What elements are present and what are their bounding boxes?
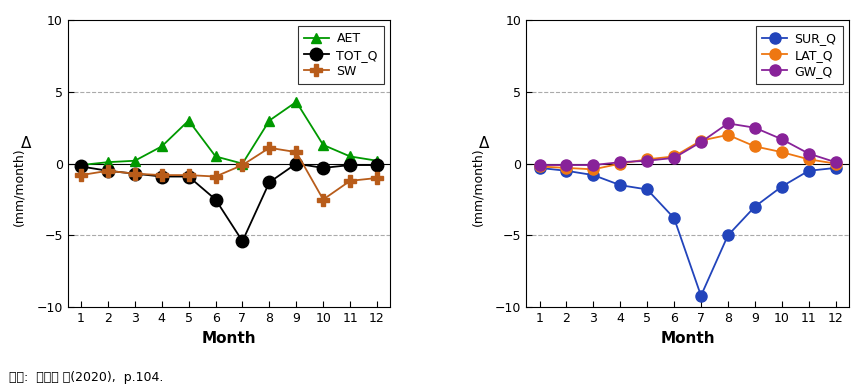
SW bbox=[103, 169, 113, 173]
LAT_Q bbox=[615, 161, 626, 166]
GW_Q bbox=[615, 160, 626, 165]
Y-axis label: (mm/month): (mm/month) bbox=[471, 147, 484, 226]
SW bbox=[264, 145, 275, 150]
LAT_Q bbox=[562, 165, 572, 170]
AET bbox=[318, 143, 328, 147]
SW bbox=[183, 173, 194, 178]
SUR_Q bbox=[534, 165, 544, 170]
SW bbox=[156, 173, 167, 178]
AET bbox=[345, 154, 355, 159]
GW_Q bbox=[777, 137, 787, 142]
AET bbox=[210, 154, 220, 159]
SUR_Q bbox=[642, 187, 652, 192]
LAT_Q bbox=[696, 138, 706, 143]
SUR_Q bbox=[722, 233, 733, 238]
SUR_Q bbox=[562, 169, 572, 173]
GW_Q bbox=[562, 163, 572, 167]
LAT_Q bbox=[830, 161, 841, 166]
Y-axis label: (mm/month): (mm/month) bbox=[13, 147, 26, 226]
SUR_Q bbox=[615, 183, 626, 187]
TOT_Q bbox=[318, 165, 328, 170]
Line: SUR_Q: SUR_Q bbox=[534, 162, 841, 301]
AET bbox=[130, 158, 140, 163]
TOT_Q bbox=[291, 161, 302, 166]
SW bbox=[318, 197, 328, 202]
SUR_Q bbox=[830, 165, 841, 170]
TOT_Q bbox=[76, 164, 86, 169]
Line: GW_Q: GW_Q bbox=[534, 118, 841, 171]
GW_Q bbox=[642, 158, 652, 163]
TOT_Q bbox=[264, 180, 275, 185]
TOT_Q bbox=[345, 163, 355, 167]
GW_Q bbox=[669, 156, 679, 160]
SW bbox=[345, 178, 355, 183]
SUR_Q bbox=[588, 173, 599, 178]
AET bbox=[183, 118, 194, 123]
SUR_Q bbox=[804, 169, 814, 173]
TOT_Q bbox=[156, 174, 167, 179]
TOT_Q bbox=[238, 239, 248, 243]
Legend: SUR_Q, LAT_Q, GW_Q: SUR_Q, LAT_Q, GW_Q bbox=[756, 26, 842, 84]
LAT_Q bbox=[642, 157, 652, 162]
AET bbox=[76, 163, 86, 167]
TOT_Q bbox=[130, 171, 140, 176]
LAT_Q bbox=[750, 144, 760, 149]
SUR_Q bbox=[777, 184, 787, 189]
LAT_Q bbox=[588, 167, 599, 172]
GW_Q bbox=[696, 140, 706, 144]
Legend: AET, TOT_Q, SW: AET, TOT_Q, SW bbox=[298, 26, 384, 84]
TOT_Q bbox=[183, 174, 194, 179]
AET bbox=[238, 161, 248, 166]
SW bbox=[76, 173, 86, 178]
Line: AET: AET bbox=[76, 97, 382, 170]
GW_Q bbox=[722, 121, 733, 126]
SUR_Q bbox=[696, 293, 706, 298]
TOT_Q bbox=[103, 169, 113, 173]
TOT_Q bbox=[210, 197, 220, 202]
Text: Δ: Δ bbox=[479, 136, 489, 151]
AET bbox=[264, 118, 275, 123]
GW_Q bbox=[750, 125, 760, 130]
X-axis label: Month: Month bbox=[201, 330, 257, 346]
Text: Δ: Δ bbox=[21, 136, 31, 151]
Line: SW: SW bbox=[75, 142, 383, 205]
Line: LAT_Q: LAT_Q bbox=[534, 129, 841, 175]
AET bbox=[103, 160, 113, 165]
SW bbox=[130, 171, 140, 176]
SW bbox=[291, 150, 302, 154]
LAT_Q bbox=[804, 157, 814, 162]
AET bbox=[291, 100, 302, 104]
GW_Q bbox=[804, 151, 814, 156]
Text: 자료:  김익재 외(2020),  p.104.: 자료: 김익재 외(2020), p.104. bbox=[9, 371, 163, 384]
AET bbox=[156, 144, 167, 149]
TOT_Q bbox=[372, 163, 382, 167]
SW bbox=[372, 176, 382, 180]
SUR_Q bbox=[750, 204, 760, 209]
LAT_Q bbox=[722, 132, 733, 137]
SW bbox=[210, 174, 220, 179]
AET bbox=[372, 158, 382, 163]
SW bbox=[238, 163, 248, 167]
LAT_Q bbox=[669, 154, 679, 159]
GW_Q bbox=[588, 163, 599, 167]
X-axis label: Month: Month bbox=[660, 330, 715, 346]
Line: TOT_Q: TOT_Q bbox=[75, 157, 384, 247]
LAT_Q bbox=[777, 150, 787, 154]
GW_Q bbox=[534, 163, 544, 167]
GW_Q bbox=[830, 160, 841, 165]
LAT_Q bbox=[534, 164, 544, 169]
SUR_Q bbox=[669, 216, 679, 221]
